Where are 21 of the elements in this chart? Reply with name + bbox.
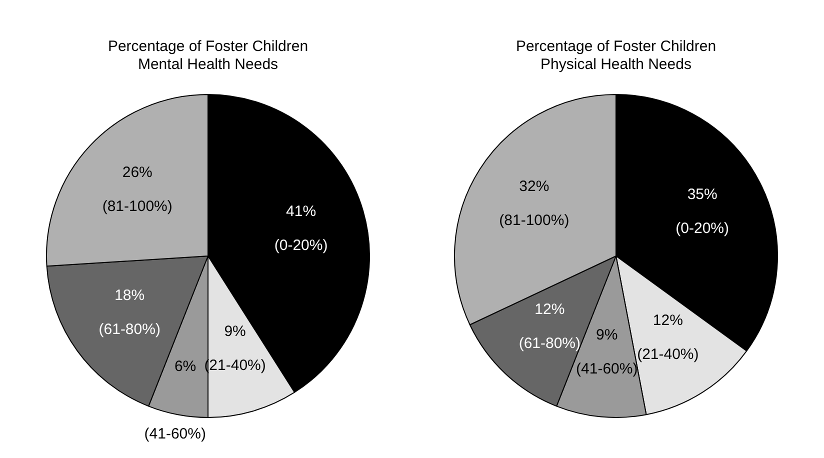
data-label: 12% <box>534 300 565 318</box>
slice-label: (81-100%) <box>102 198 172 215</box>
data-label: 9% <box>596 326 618 344</box>
slice-label: (41-60%) <box>576 360 638 378</box>
data-label: 26% <box>122 164 152 181</box>
data-label: 9% <box>224 323 246 340</box>
data-label: 35% <box>687 186 718 204</box>
slice-label: (0-20%) <box>274 237 328 254</box>
slice-label: (61-80%) <box>98 321 160 338</box>
slice-label: (0-20%) <box>676 220 730 238</box>
slice-label: (21-40%) <box>637 346 699 363</box>
slice-label: (81-100%) <box>499 212 570 230</box>
data-label: 41% <box>286 203 316 220</box>
data-label: 12% <box>652 312 683 329</box>
data-label: 18% <box>114 287 145 304</box>
data-label: 32% <box>519 178 550 196</box>
data-label: 6% <box>174 358 196 376</box>
chart-title: Percentage of Foster Children Physical Health Needs <box>516 38 716 74</box>
slice-label: (41-60%) <box>144 426 206 443</box>
chart-title: Percentage of Foster Children Mental Health Needs <box>108 38 308 74</box>
slice-label: (61-80%) <box>518 334 581 352</box>
